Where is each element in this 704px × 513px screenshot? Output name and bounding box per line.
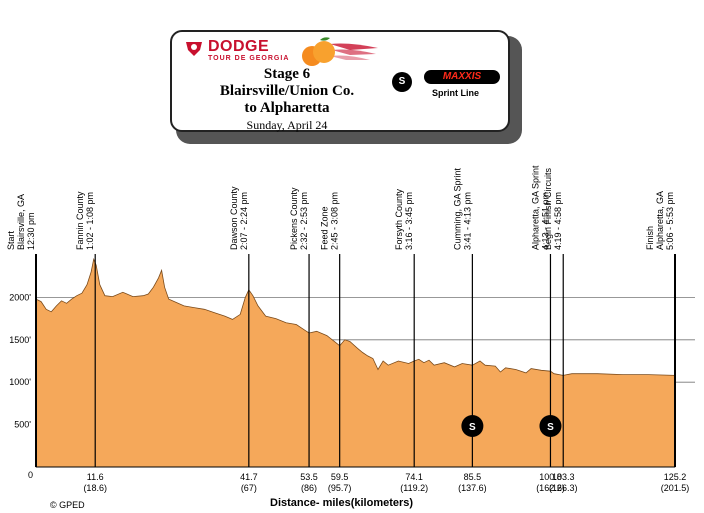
marker-label: 2:32 - 2:53 pm [299, 192, 309, 250]
marker-label: Fannin County [75, 191, 85, 250]
sprint-icon [539, 415, 562, 437]
x-tick-label: 59.5 [331, 472, 349, 482]
marker-label: Dawson County [229, 186, 239, 250]
marker-label: 4:19 - 4:58 pm [553, 192, 563, 250]
x-tick-label: 53.5 [300, 472, 318, 482]
copyright-text: © GPED [50, 500, 85, 510]
marker-label: Alpharetta, GA [655, 191, 665, 250]
sprint-icon [461, 415, 484, 437]
marker-label: Feed Zone [320, 206, 330, 250]
x-tick-label: 125.2 [664, 472, 687, 482]
race-date: Sunday, April 24 [246, 118, 328, 132]
x-tick-km-label: (137.6) [458, 483, 487, 493]
elevation-area [35, 257, 676, 468]
marker-label: Begin Finish Circuits [543, 167, 553, 250]
marker-label: 12:30 pm [26, 212, 36, 250]
x-tick-km-label: (201.5) [661, 483, 690, 493]
maxxis-logo: MAXXIS [424, 70, 500, 84]
marker-label: 2:07 - 2:24 pm [239, 192, 249, 250]
marker-label: 1:02 - 1:08 pm [85, 192, 95, 250]
title-card: DODGE TOUR DE GEORGIA Stage 6 Blairsvill… [170, 30, 510, 132]
marker-label: Blairsville, GA [16, 194, 26, 250]
sprint-line-label: Sprint Line [432, 88, 479, 98]
route-line-2: to Alpharetta [244, 100, 330, 116]
x-tick-label: 103.3 [552, 472, 575, 482]
x-tick-km-label: (162.2) [536, 483, 565, 493]
y-tick-label: 1500' [9, 335, 31, 345]
marker-label: Finish [645, 226, 655, 250]
sprint-icon-letter: S [547, 422, 554, 433]
route-line-1: Blairsville/Union Co. [219, 83, 355, 99]
stage-number: Stage 6 [263, 66, 311, 82]
sprint-icon-letter: S [469, 422, 476, 433]
peach-logo-icon [302, 37, 378, 66]
marker-label: 3:41 - 4:13 pm [462, 192, 472, 250]
sprint-legend-icon: S [392, 72, 412, 92]
y-tick-label: 1000' [9, 377, 31, 387]
x-tick-km-label: (18.6) [83, 483, 107, 493]
x-tick-label: 11.6 [87, 472, 104, 482]
marker-label: 3:16 - 3:45 pm [404, 192, 414, 250]
x-tick-label: 100.8 [539, 472, 562, 482]
x-tick-km-label: (86) [301, 483, 317, 493]
x-tick-label: 41.7 [240, 472, 258, 482]
marker-label: 4:13 - 4:51 pm [540, 192, 550, 250]
marker-label: 2:45 - 3:08 pm [330, 192, 340, 250]
x-axis-title: Distance- miles(kilometers) [270, 497, 414, 509]
ram-logo-icon [186, 42, 202, 56]
brand-name: DODGE [208, 38, 270, 55]
marker-label: Pickens County [289, 187, 299, 250]
x-tick-km-label: (67) [241, 483, 257, 493]
marker-label: Cumming, GA Sprint [452, 167, 462, 250]
x-tick-label: 85.5 [464, 472, 482, 482]
marker-label: Alpharetta, GA Sprint [530, 165, 540, 250]
marker-label: 5:06 - 5:53 pm [665, 192, 675, 250]
x-tick-km-label: (95.7) [328, 483, 352, 493]
marker-label: Forsyth County [394, 188, 404, 250]
x-tick-km-label: (119.2) [400, 483, 428, 493]
x-tick-km-label: (166.3) [549, 483, 578, 493]
y-tick-label: 2000' [9, 292, 31, 302]
brand-subtitle: TOUR DE GEORGIA [208, 55, 290, 62]
marker-label: Start [6, 230, 16, 250]
y-tick-label: 500' [14, 420, 31, 430]
y-zero-label: 0 [28, 470, 33, 480]
x-tick-label: 74.1 [405, 472, 423, 482]
